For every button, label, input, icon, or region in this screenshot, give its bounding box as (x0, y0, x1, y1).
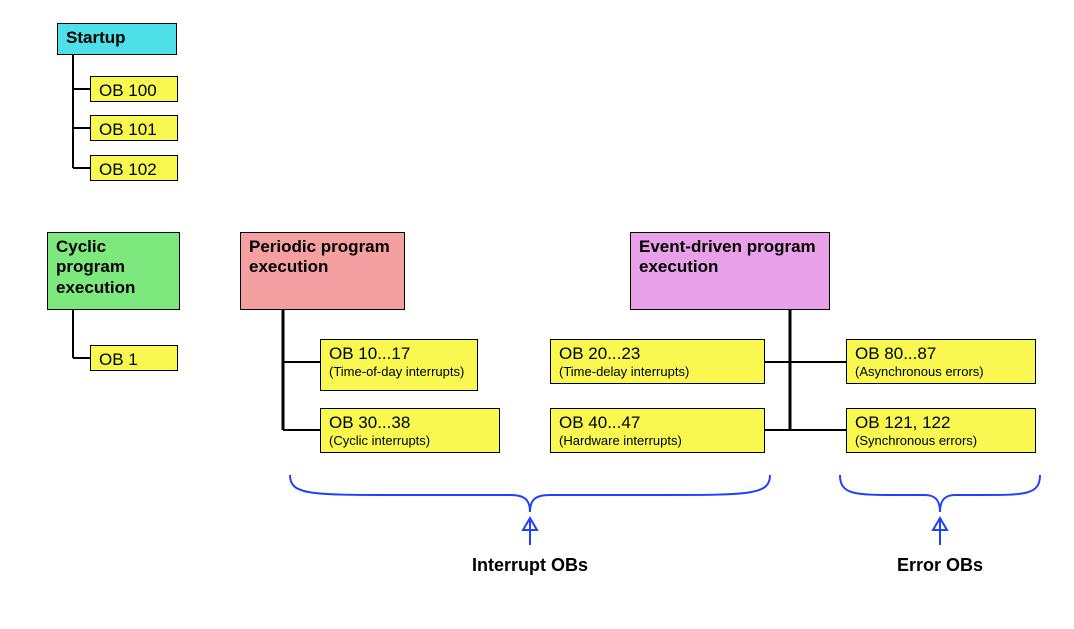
ob-range-sub: (Time-of-day interrupts) (329, 364, 469, 380)
ob-range-label: OB 40...47 (559, 413, 640, 432)
ob-range-label: OB 121, 122 (855, 413, 950, 432)
ob-102: OB 102 (90, 155, 178, 181)
ob-range-label: OB 80...87 (855, 344, 936, 363)
ob-100: OB 100 (90, 76, 178, 102)
periodic-header: Periodic program execution (240, 232, 405, 310)
ob-1: OB 1 (90, 345, 178, 371)
interrupt-obs-label: Interrupt OBs (440, 555, 620, 576)
ob-range-sub: (Synchronous errors) (855, 433, 1027, 449)
startup-header: Startup (57, 23, 177, 55)
ob-range-sub: (Time-delay interrupts) (559, 364, 756, 380)
ob-80-87: OB 80...87 (Asynchronous errors) (846, 339, 1036, 384)
ob-range-label: OB 30...38 (329, 413, 410, 432)
cyclic-header: Cyclic program execution (47, 232, 180, 310)
ob-range-sub: (Hardware interrupts) (559, 433, 756, 449)
ob-range-label: OB 20...23 (559, 344, 640, 363)
ob-40-47: OB 40...47 (Hardware interrupts) (550, 408, 765, 453)
ob-20-23: OB 20...23 (Time-delay interrupts) (550, 339, 765, 384)
ob-101: OB 101 (90, 115, 178, 141)
ob-10-17: OB 10...17 (Time-of-day interrupts) (320, 339, 478, 391)
ob-range-sub: (Asynchronous errors) (855, 364, 1027, 380)
error-obs-label: Error OBs (880, 555, 1000, 576)
ob-30-38: OB 30...38 (Cyclic interrupts) (320, 408, 500, 453)
ob-range-label: OB 10...17 (329, 344, 410, 363)
ob-121-122: OB 121, 122 (Synchronous errors) (846, 408, 1036, 453)
ob-range-sub: (Cyclic interrupts) (329, 433, 491, 449)
event-header: Event-driven program execution (630, 232, 830, 310)
